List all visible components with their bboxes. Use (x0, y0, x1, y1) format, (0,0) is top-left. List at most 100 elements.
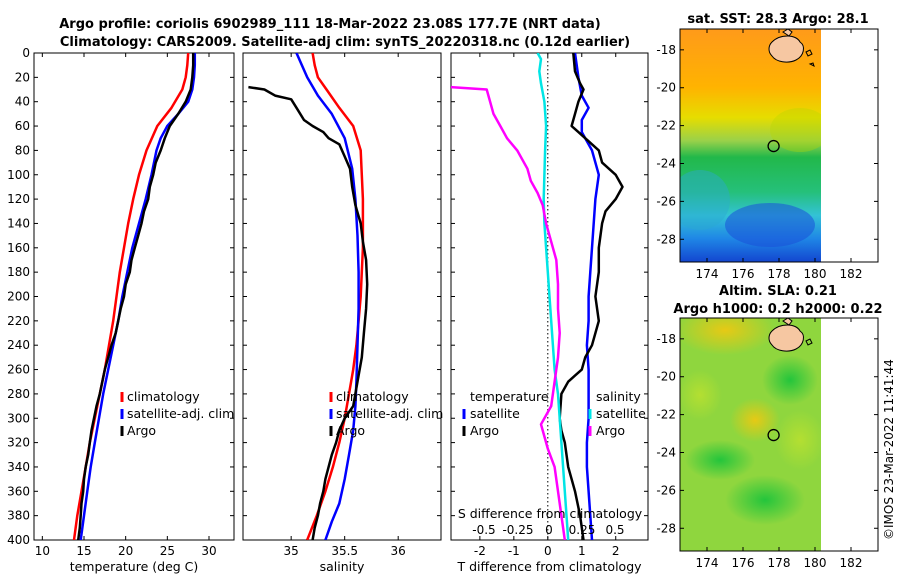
y-tick-label: 40 (15, 95, 30, 109)
island-small (805, 49, 813, 57)
y-tick-label: 0 (22, 46, 30, 60)
map-y-tick-label: -18 (656, 43, 676, 57)
map-x-tick-label: 182 (840, 267, 863, 281)
map-edge (821, 318, 822, 551)
legend-label: Argo (127, 423, 156, 438)
map-x-tick-label: 176 (732, 556, 755, 570)
map-x-tick-label: 174 (696, 267, 719, 281)
y-tick-label: 280 (7, 387, 30, 401)
legend-label: climatology (336, 389, 409, 404)
series-line-climatology (306, 53, 365, 540)
sla-map-title-line2: Argo h1000: 0.2 h2000: 0.22 (673, 302, 882, 317)
legend-title: salinity (596, 389, 641, 404)
map-y-tick-label: -28 (656, 232, 676, 246)
s-tick-label: -0.5 (472, 523, 495, 537)
y-tick-label: 260 (7, 363, 30, 377)
sla-low-patch (762, 355, 818, 405)
map-x-tick-label: 180 (804, 267, 827, 281)
series-line-argo (248, 85, 369, 540)
y-tick-label: 160 (7, 241, 30, 255)
series-line-salinity-satellite (536, 53, 570, 540)
x-tick-label: 15 (76, 544, 91, 558)
legend-label: satellite-adj. clim (336, 406, 443, 421)
series-group (72, 53, 197, 540)
x-axis-label: T difference from climatology (456, 559, 642, 574)
s-tick-label: 0 (545, 523, 553, 537)
salinity-panel: 35 35.5 36 salinity climatology satellite-adj… (242, 52, 443, 574)
y-tick-label: 20 (15, 70, 30, 84)
legend-label: Argo (470, 423, 499, 438)
x-tick-label: 0 (544, 544, 552, 558)
sst-cool-patch (680, 170, 730, 230)
sla-map-panel: Altim. SLA: 0.21 Argo h1000: 0.2 h2000: … (656, 284, 882, 570)
map-x-tick-label: 174 (696, 556, 719, 570)
map-x-tick-label: 176 (732, 267, 755, 281)
island-small (808, 62, 815, 67)
x-axis-label: salinity (320, 559, 365, 574)
map-y-tick-label: -26 (656, 483, 676, 497)
series-line-satellite-adj-clim (295, 53, 360, 540)
x-tick-label: -2 (474, 544, 486, 558)
legend-label: satellite (596, 406, 646, 421)
y-tick-label: 400 (7, 533, 30, 547)
legend-label: Argo (336, 423, 365, 438)
y-tick-label: 200 (7, 290, 30, 304)
argo-position-marker (767, 139, 780, 153)
imos-credit: ©IMOS 23-Mar-2022 11:41:44 (882, 359, 896, 540)
argo-position-marker (767, 428, 780, 442)
y-tick-label: 240 (7, 338, 30, 352)
sst-map-axes: 174 176 178 180 182 -18 -20 -22 -24 -26 -28 (656, 28, 879, 281)
map-x-tick-label: 178 (768, 267, 791, 281)
fiji-island (768, 35, 804, 63)
x-tick-label: 36 (391, 544, 406, 558)
map-y-tick-label: -24 (656, 445, 676, 459)
sla-mid-patch (680, 370, 722, 420)
map-y-tick-label: -20 (656, 370, 676, 384)
x-tick-label: 30 (201, 544, 216, 558)
map-edge (821, 29, 822, 262)
legend-label: satellite (470, 406, 520, 421)
s-tick-label: -0.25 (502, 523, 533, 537)
series-line-temperature-argo (558, 53, 624, 540)
y-tick-label: 180 (7, 265, 30, 279)
map-y-tick-label: -22 (656, 408, 676, 422)
sla-map-axes: 174 176 178 180 182 -18 -20 -22 -24 -26 -28 (656, 317, 879, 570)
sla-high-patch (680, 318, 775, 355)
legend-title: temperature (470, 389, 549, 404)
sla-low-patch (725, 475, 805, 525)
series-line-argo (76, 53, 195, 540)
temperature-panel: 0 20 40 60 80 100 120 140 160 180 200 220 240 260 280 3… (7, 46, 235, 574)
x-tick-label: 35 (284, 544, 299, 558)
sla-mid-patch (775, 410, 822, 470)
plot-frame (242, 52, 442, 541)
x-tick-label: 1 (578, 544, 586, 558)
map-y-tick-label: -22 (656, 119, 676, 133)
y-tick-label: 380 (7, 509, 30, 523)
y-tick-label: 100 (7, 168, 30, 182)
map-y-tick-label: -26 (656, 194, 676, 208)
fiji-island (768, 324, 804, 352)
map-x-tick-label: 180 (804, 556, 827, 570)
sst-cold-patch (725, 203, 815, 247)
sst-map-panel: sat. SST: 28.3 Argo: 28.1 174 176 178 180 18… (656, 12, 879, 281)
y-tick-label: 80 (15, 143, 30, 157)
y-tick-label: 60 (15, 119, 30, 133)
map-y-tick-label: -18 (656, 332, 676, 346)
s-tick-label: 0.5 (605, 523, 624, 537)
map-y-tick-label: -28 (656, 521, 676, 535)
sla-map-title-line1: Altim. SLA: 0.21 (719, 284, 837, 299)
island-small (805, 338, 813, 346)
difference-panel: -2 -1 0 1 2T difference from climatology temp… (450, 52, 649, 574)
x-tick-label: 2 (612, 544, 620, 558)
legend-label: satellite-adj. clim (127, 406, 234, 421)
y-tick-label: 220 (7, 314, 30, 328)
x-tick-label: -1 (508, 544, 520, 558)
x-tick-label: 10 (35, 544, 50, 558)
sla-low-patch (685, 440, 755, 480)
series-group (451, 53, 624, 540)
series-line-salinity-argo (451, 85, 567, 540)
sst-warm-patch (770, 108, 822, 152)
island-small (782, 29, 793, 37)
y-tick-label: 120 (7, 192, 30, 206)
